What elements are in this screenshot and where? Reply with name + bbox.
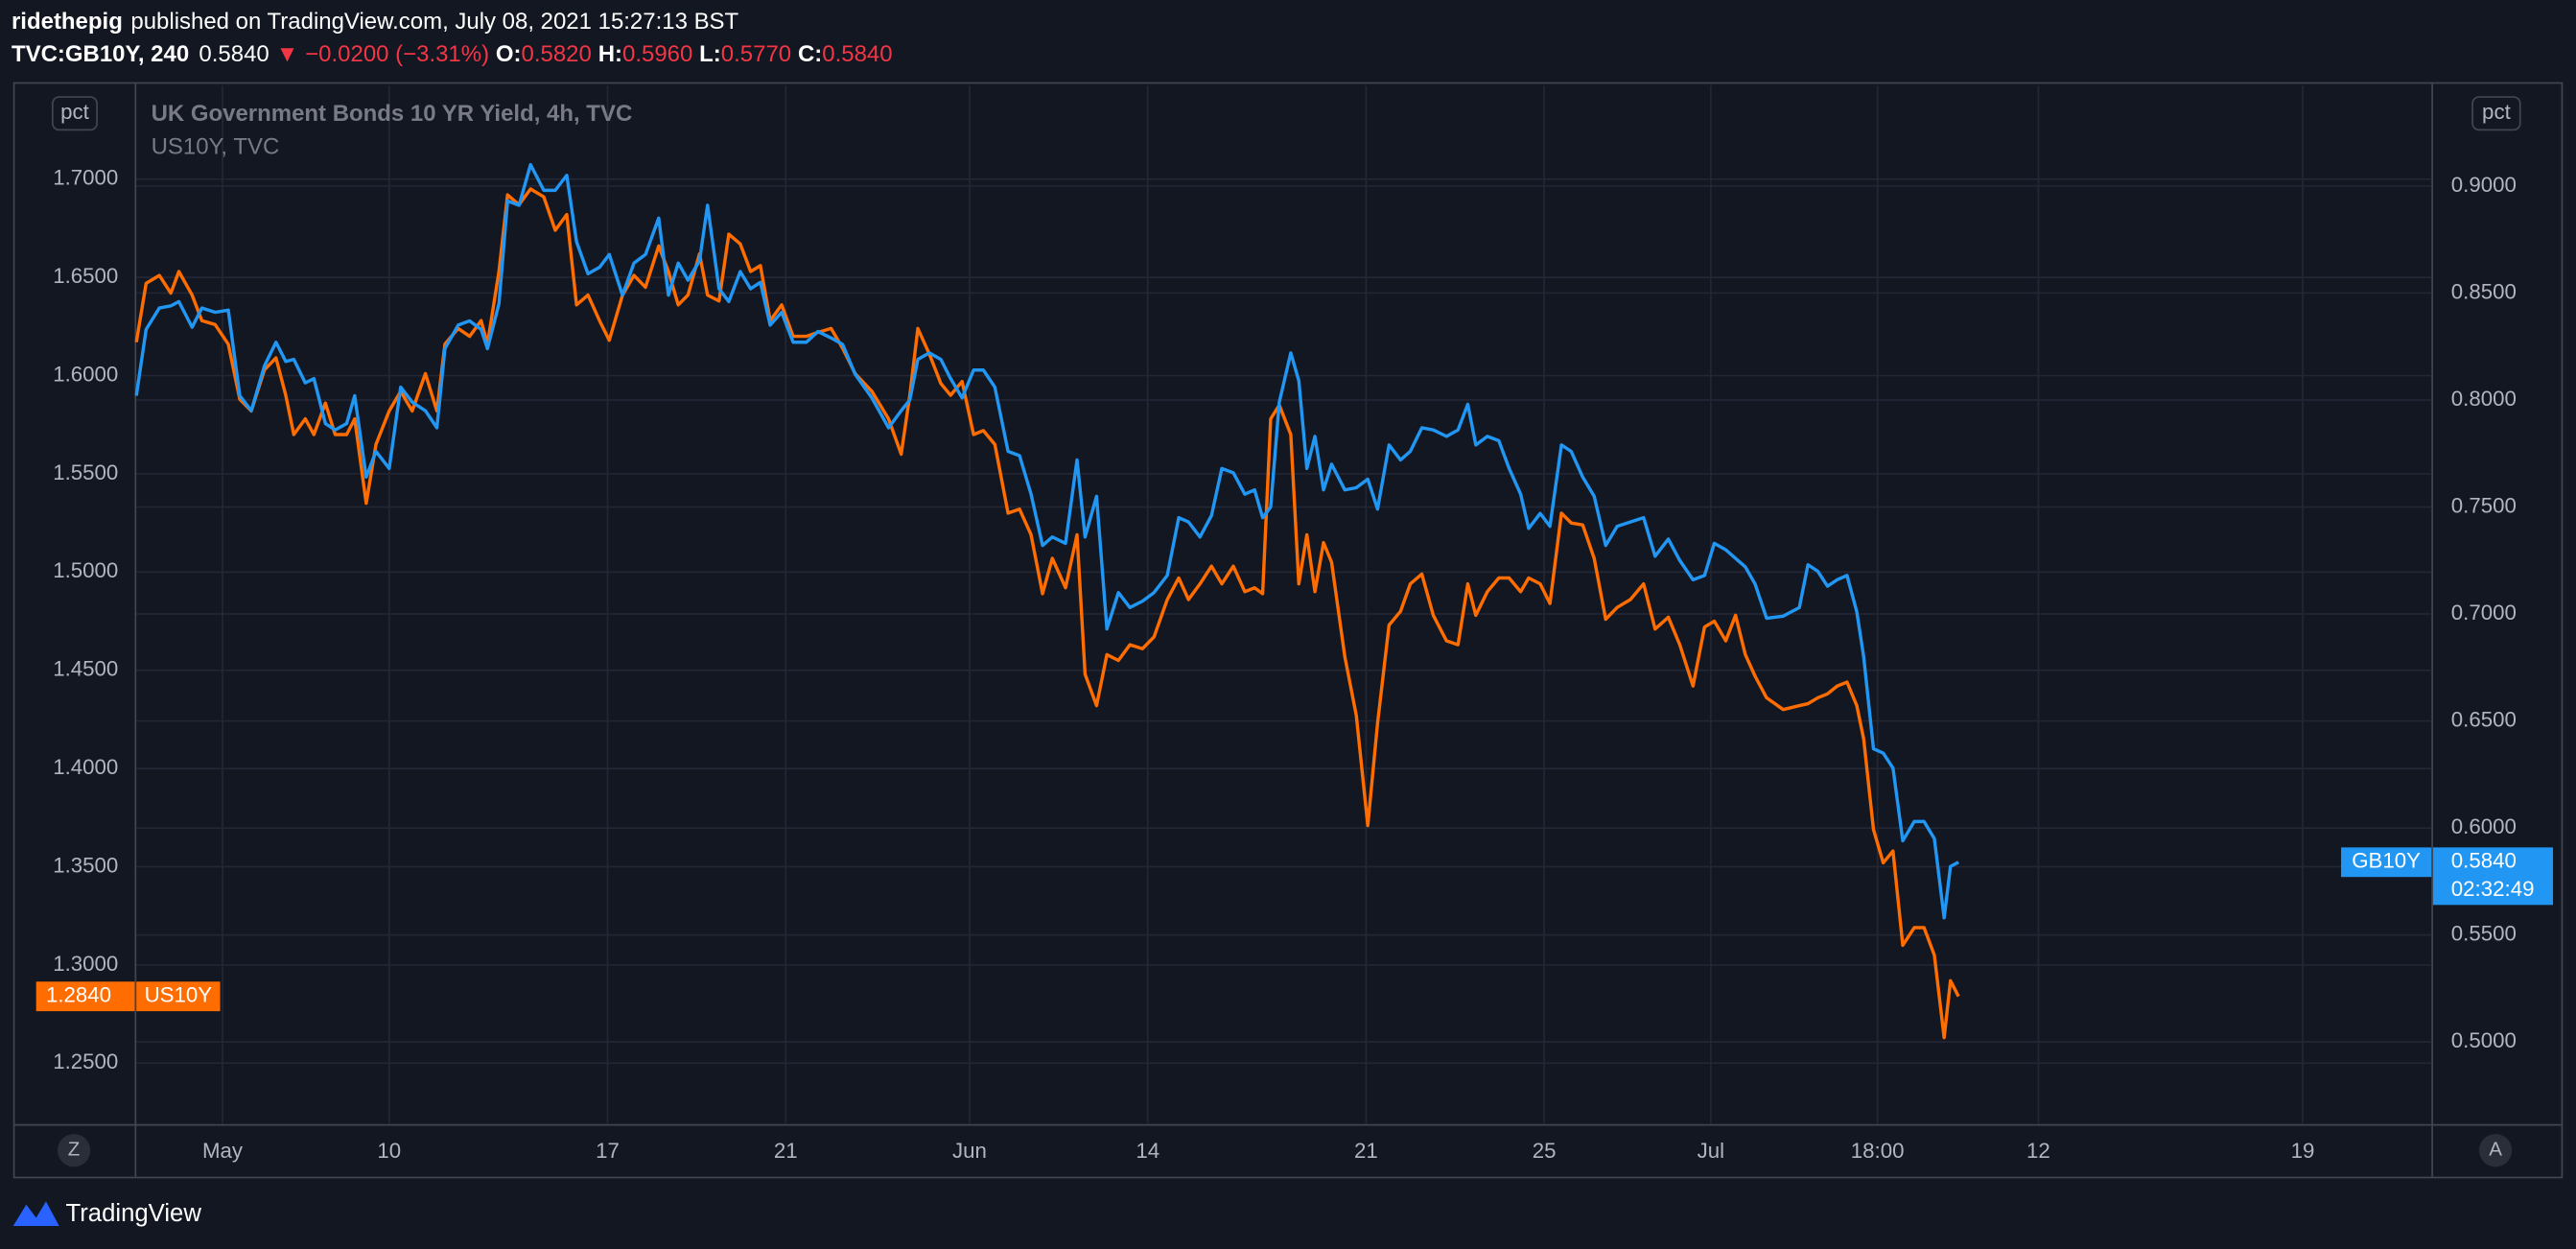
y-tick-label: 1.6500: [53, 264, 118, 288]
x-tick-label: 21: [774, 1139, 798, 1163]
legend-main: UK Government Bonds 10 YR Yield, 4h, TVC: [152, 101, 633, 127]
y-tick-label: 1.3500: [53, 853, 118, 877]
price-labels: 1.2840 US10Y GB10Y 0.5840 02:32:49: [35, 847, 2554, 1012]
y-tick-label: 1.4500: [53, 657, 118, 681]
name-label: GB10Y: [2352, 849, 2421, 873]
y2-tick-label: 0.8500: [2451, 279, 2517, 303]
name-badge: [2341, 847, 2432, 878]
x-tick-label: Jul: [1698, 1139, 1724, 1163]
y-tick-label: 1.3000: [53, 952, 118, 976]
price-badge: [35, 981, 135, 1012]
y2-tick-label: 0.6500: [2451, 707, 2517, 731]
close: 0.5840: [822, 42, 892, 68]
legend-compare: US10Y, TVC: [152, 134, 280, 160]
y-tick-label: 1.7000: [53, 166, 118, 190]
button-label[interactable]: A: [2489, 1139, 2502, 1161]
chart-frame: [12, 82, 2564, 1179]
x-tick-label: 12: [2026, 1139, 2050, 1163]
x-tick-label: 18:00: [1851, 1139, 1905, 1163]
x-tick-label: 21: [1354, 1139, 1378, 1163]
x-tick-label: Jun: [952, 1139, 987, 1163]
price-label: 1.2840: [46, 983, 111, 1007]
down-arrow: ▼: [276, 42, 299, 68]
y2-tick-label: 0.9000: [2451, 173, 2517, 197]
author: ridethepig: [12, 9, 123, 35]
name-badge: [136, 981, 221, 1012]
x-tick-label: 10: [377, 1139, 401, 1163]
series-line: [134, 162, 1959, 920]
low: 0.5770: [721, 42, 791, 68]
y-tick-label: 1.5500: [53, 460, 118, 484]
open: 0.5820: [522, 42, 592, 68]
grid: [136, 85, 2432, 1124]
close-label: C:: [798, 42, 822, 68]
y-tick-label: 1.4000: [53, 755, 118, 779]
brand: TradingView: [66, 1200, 202, 1227]
y-tick-label: 1.5000: [53, 558, 118, 582]
y2-tick-label: 0.6000: [2451, 814, 2517, 838]
published: published on TradingView.com, July 08, 2…: [130, 9, 738, 35]
y2-tick-label: 0.7000: [2451, 601, 2517, 624]
x-tick-label: May: [202, 1139, 244, 1163]
high-label: H:: [598, 42, 622, 68]
countdown: 02:32:49: [2451, 877, 2535, 901]
plot: [134, 162, 1960, 1040]
x-tick-label: 19: [2291, 1139, 2315, 1163]
button[interactable]: [2478, 1134, 2513, 1167]
low-label: L:: [699, 42, 721, 68]
change: −0.0200 (−3.31%): [305, 42, 489, 68]
y2-tick-label: 0.7500: [2451, 493, 2517, 517]
y-unit[interactable]: pct: [60, 100, 90, 124]
high: 0.5960: [622, 42, 692, 68]
y2-unit[interactable]: pct: [2482, 100, 2512, 124]
y2-tick-label: 0.8000: [2451, 387, 2517, 411]
x-tick-label: 17: [596, 1139, 620, 1163]
y-tick-label: 1.6000: [53, 362, 118, 386]
y2-tick-label: 0.5000: [2451, 1028, 2517, 1052]
logo: [12, 1201, 59, 1227]
last-price: 0.5840: [199, 42, 269, 68]
open-label: O:: [496, 42, 522, 68]
y-tick-label: 1.2500: [53, 1049, 118, 1073]
button[interactable]: [57, 1134, 91, 1167]
symbol: TVC:GB10Y, 240: [12, 42, 189, 68]
ticker-line: TVC:GB10Y, 240 0.5840 ▼ −0.0200 (−3.31%) O:0…: [12, 42, 893, 68]
name-label: US10Y: [145, 983, 213, 1007]
publish-line: ridethepig published on TradingView.com, …: [12, 9, 739, 35]
x-tick-label: 14: [1136, 1139, 1159, 1163]
button-label[interactable]: Z: [68, 1139, 81, 1161]
price-label: 0.5840: [2451, 849, 2517, 873]
price-badge: [2432, 847, 2554, 906]
unit-badge[interactable]: [51, 96, 98, 131]
x-tick-label: 25: [1533, 1139, 1557, 1163]
unit-badge[interactable]: [2471, 96, 2521, 131]
y2-tick-label: 0.5500: [2451, 922, 2517, 946]
